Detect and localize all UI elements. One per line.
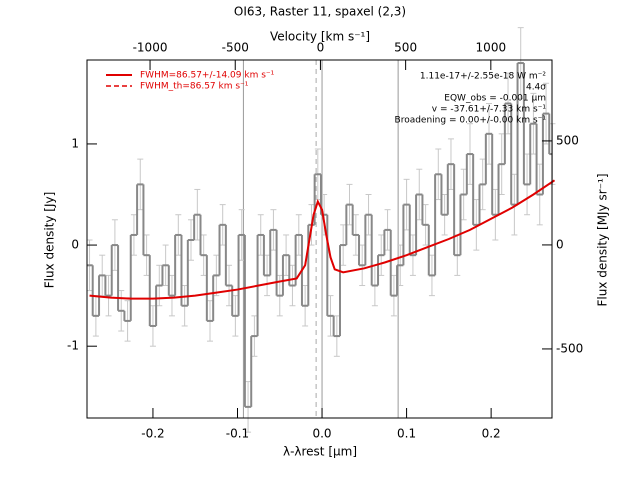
x-tick-label: -0.2	[141, 427, 164, 441]
x2-tick-label: -1000	[133, 41, 168, 55]
annotation: v = -37.61+/-7.33 km s⁻¹	[432, 105, 547, 115]
plot-frame	[86, 59, 553, 419]
x2-axis-label: Velocity [km s⁻¹]	[270, 30, 370, 44]
x-tick-label: 0.2	[482, 427, 501, 441]
y2-tick-label: -500	[556, 341, 583, 355]
x2-tick-label: 500	[394, 41, 417, 55]
annotation: 4.4σ	[526, 83, 546, 93]
fit-line-th	[296, 199, 336, 279]
y-tick-label: 0	[71, 238, 79, 252]
annotation: EQW_obs = -0.001 µm	[444, 94, 546, 104]
fit-line	[89, 179, 556, 300]
y2-tick-label: 0	[556, 237, 564, 251]
x-tick-label: -0.1	[226, 427, 249, 441]
x-axis-label: λ-λrest [µm]	[283, 445, 357, 459]
x-tick-label: 0.1	[397, 427, 416, 441]
x-tick-label: 0.0	[312, 427, 331, 441]
y-tick-label: 1	[71, 136, 79, 150]
x2-tick-label: -500	[222, 41, 249, 55]
x2-tick-label: 0	[317, 41, 325, 55]
y-axis-label: Flux density [Jy]	[43, 192, 57, 289]
x2-tick-label: 1000	[476, 41, 507, 55]
y-tick-label: -1	[67, 339, 79, 353]
y2-axis-label: Flux density [MJy sr⁻¹]	[596, 173, 610, 306]
annotation: 1.11e-17+/-2.55e-18 W m⁻²	[420, 72, 547, 82]
chart-title: OI63, Raster 11, spaxel (2,3)	[234, 5, 406, 19]
annotation: Broadening = 0.00+/-0.00 km s⁻¹	[395, 116, 547, 126]
legend-label: FWHM_th=86.57 km s⁻¹	[140, 82, 249, 92]
legend-label: FWHM=86.57+/-14.09 km s⁻¹	[140, 71, 275, 81]
y2-tick-label: 500	[556, 133, 579, 147]
